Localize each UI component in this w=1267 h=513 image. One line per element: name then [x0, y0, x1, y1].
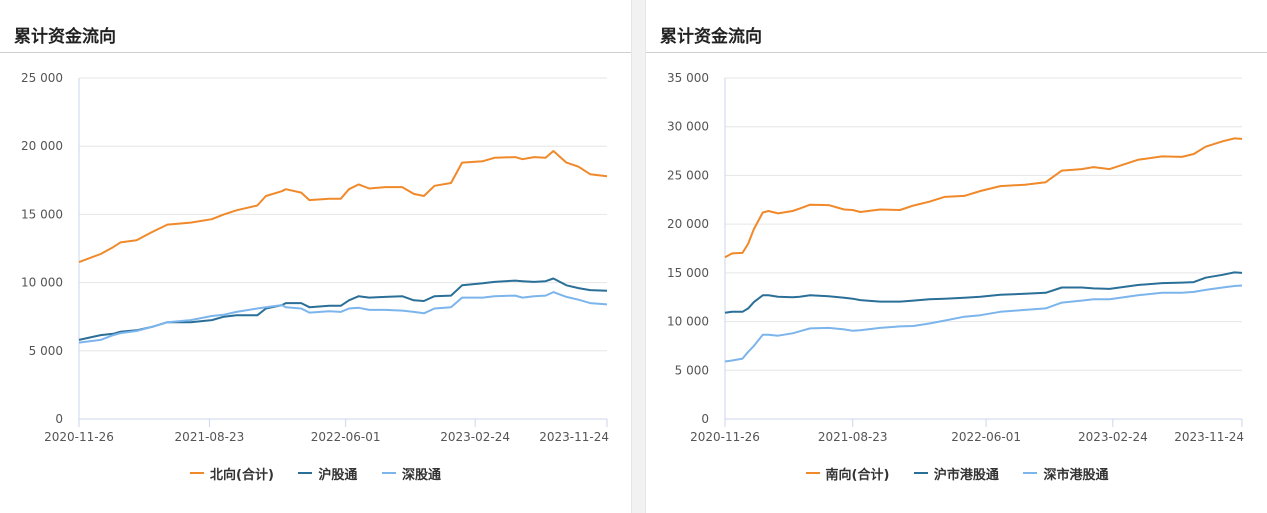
series-line-0 [78, 150, 608, 264]
legend-item-northbound-total[interactable]: 北向(合计) [190, 464, 274, 483]
y-tick-label: 25 000 [667, 168, 709, 182]
x-tick-label: 2020-11-26 [44, 430, 114, 444]
x-tick-label: 2023-11-24 [1174, 430, 1244, 444]
y-tick-label: 0 [701, 412, 709, 426]
legend-label: 沪市港股通 [933, 467, 999, 483]
legend-swatch [190, 472, 204, 474]
panel-header [0, 0, 631, 53]
x-tick-label: 2021-08-23 [818, 430, 888, 444]
y-tick-label: 15 000 [667, 266, 709, 280]
x-tick-label: 2020-11-26 [690, 430, 760, 444]
legend-swatch [298, 472, 313, 474]
northbound-chart: 0 5 000 10 000 15 000 20 000 25 000 2020-11-26… [21, 71, 609, 444]
legend-label: 深股通 [401, 467, 441, 483]
series-line-0 [724, 137, 1243, 259]
series-line-1 [724, 271, 1243, 314]
legend-label: 沪股通 [318, 467, 358, 483]
y-tick-label: 20 000 [667, 217, 709, 231]
legend-item-shanghai-hk-connect[interactable]: 沪市港股通 [913, 464, 999, 483]
series-line-2 [78, 291, 608, 344]
y-tick-label: 15 000 [21, 207, 63, 221]
x-tick-label: 2023-02-24 [440, 430, 510, 444]
legend-swatch [805, 472, 820, 474]
legend-swatch [1023, 472, 1038, 474]
legend-item-shenzhen-connect[interactable]: 深股通 [381, 464, 441, 483]
y-tick-label: 35 000 [667, 71, 709, 85]
chart-title: 累计资金流向 [660, 27, 762, 47]
series-line-1 [78, 277, 608, 341]
legend-item-southbound-total[interactable]: 南向(合计) [805, 464, 890, 483]
panel-header [646, 0, 1267, 53]
y-tick-label: 5 000 [29, 344, 63, 358]
chart-legend: 南向(合计) 沪市港股通 深市港股通 [646, 463, 1267, 483]
y-tick-label: 10 000 [21, 276, 63, 290]
y-tick-label: 25 000 [21, 71, 63, 85]
right-chart-panel: 累计资金流向 0 5 000 10 000 15 000 20 000 25 000 30 … [645, 0, 1267, 513]
x-tick-label: 2022-06-01 [951, 430, 1021, 444]
y-tick-label: 10 000 [667, 315, 709, 329]
legend-item-shenzhen-hk-connect[interactable]: 深市港股通 [1023, 464, 1108, 483]
legend-swatch [381, 472, 396, 474]
y-tick-label: 20 000 [21, 139, 63, 153]
legend-label: 深市港股通 [1043, 467, 1109, 483]
x-tick-label: 2022-06-01 [311, 430, 381, 444]
y-tick-label: 30 000 [667, 120, 709, 134]
southbound-chart: 0 5 000 10 000 15 000 20 000 25 000 30 000 35 0… [667, 71, 1244, 444]
legend-label: 北向(合计) [210, 467, 274, 483]
legend-label: 南向(合计) [825, 467, 890, 483]
x-tick-label: 2023-11-24 [539, 430, 609, 444]
legend-swatch [913, 472, 928, 474]
y-tick-label: 5 000 [675, 363, 709, 377]
legend-item-shanghai-connect[interactable]: 沪股通 [298, 464, 357, 483]
x-tick-label: 2023-02-24 [1078, 430, 1148, 444]
series-line-2 [724, 284, 1243, 363]
chart-legend: 北向(合计) 沪股通 深股通 [0, 463, 631, 483]
x-tick-label: 2021-08-23 [175, 430, 245, 444]
left-chart-panel: 累计资金流向 0 5 000 10 000 15 000 20 000 25 000 202… [0, 0, 632, 513]
chart-title: 累计资金流向 [14, 27, 116, 47]
y-tick-label: 0 [55, 412, 63, 426]
